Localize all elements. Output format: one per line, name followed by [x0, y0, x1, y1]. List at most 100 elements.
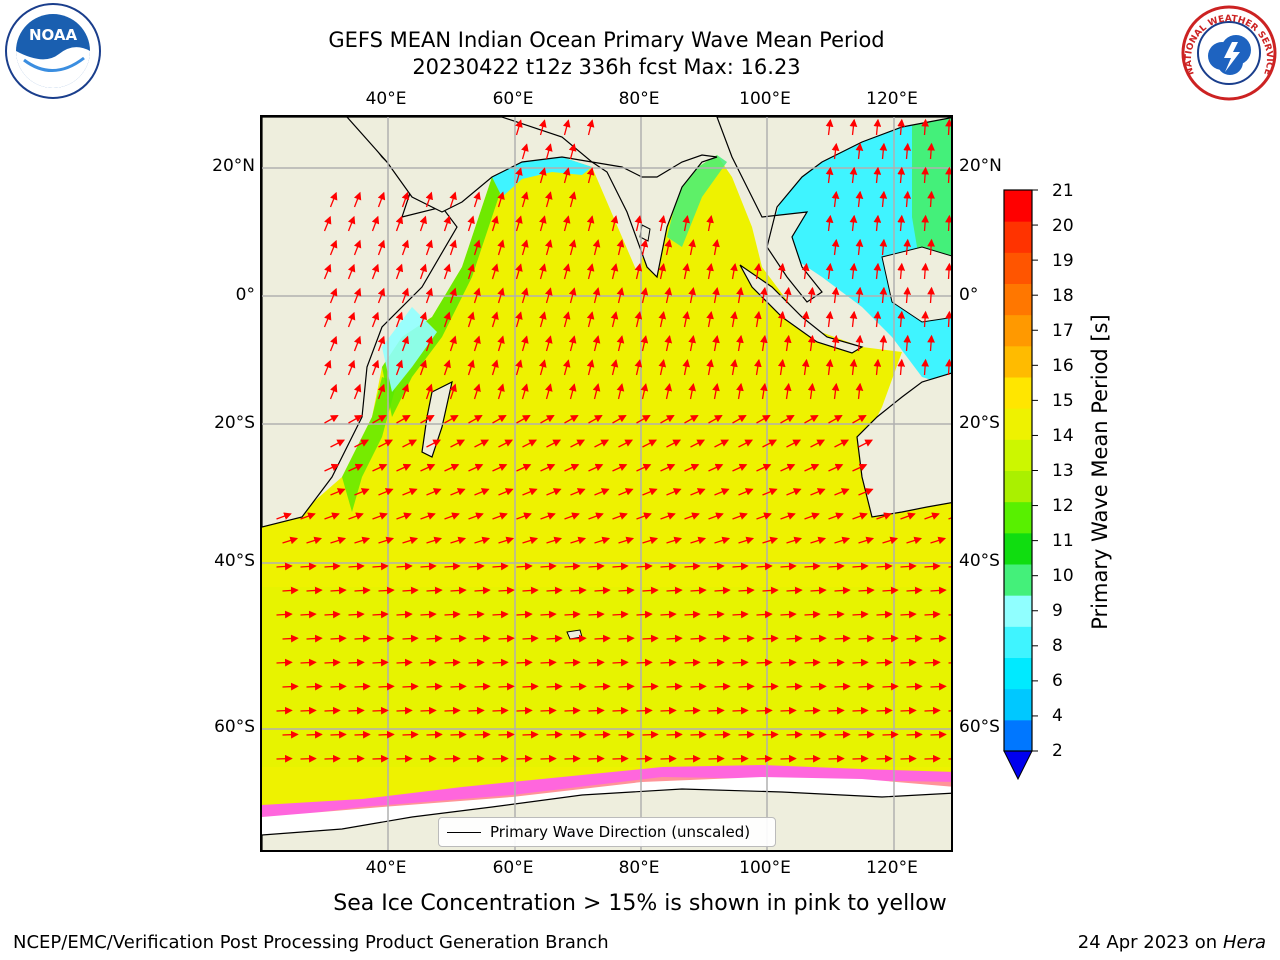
wave-arrow	[378, 439, 394, 448]
wave-arrow	[945, 118, 951, 136]
wave-arrow	[831, 238, 840, 256]
wave-arrow	[903, 238, 912, 256]
wave-arrow	[498, 586, 515, 595]
wave-arrow	[492, 512, 508, 520]
wave-arrow	[736, 334, 744, 352]
wave-arrow	[419, 311, 427, 328]
wave-arrow	[612, 706, 629, 715]
wave-arrow	[825, 166, 834, 184]
wave-arrow	[521, 287, 529, 304]
wave-arrow	[378, 488, 394, 496]
wave-arrow	[876, 658, 893, 667]
wave-arrow	[516, 463, 532, 472]
legend-label: Primary Wave Direction (unscaled)	[490, 823, 751, 841]
colorbar-segment	[1004, 595, 1032, 627]
wave-arrow	[642, 488, 658, 496]
wave-arrow	[491, 215, 499, 232]
wave-arrow	[467, 215, 475, 232]
wave-arrow	[546, 682, 563, 691]
wave-arrow	[810, 536, 827, 545]
wave-arrow	[732, 658, 749, 667]
colorbar-segment	[1004, 190, 1032, 222]
wave-arrow	[564, 658, 581, 667]
wave-arrow	[449, 287, 457, 304]
wave-arrow	[810, 634, 827, 643]
wave-arrow	[640, 287, 649, 304]
wave-arrow	[401, 287, 410, 304]
wave-arrow	[594, 439, 610, 448]
colorbar-extend-arrow	[1003, 750, 1033, 781]
wave-arrow	[810, 439, 826, 448]
wave-arrow	[402, 586, 419, 595]
right-tick-label: 60°S	[959, 717, 1000, 737]
wave-arrow	[498, 439, 514, 448]
wave-arrow	[546, 439, 562, 448]
wave-arrow	[426, 488, 442, 496]
wave-arrow	[708, 512, 724, 520]
colorbar-tick-label: 4	[1052, 706, 1063, 726]
wave-arrow	[546, 586, 563, 595]
wave-arrow	[467, 359, 475, 376]
wave-arrow	[594, 536, 611, 545]
wave-arrow	[592, 383, 601, 400]
wave-arrow	[276, 658, 293, 667]
wave-arrow	[450, 682, 467, 691]
wave-arrow	[828, 658, 845, 667]
wave-arrow	[419, 263, 427, 280]
wave-arrow	[876, 562, 893, 571]
wave-arrow	[402, 682, 419, 691]
wave-arrow	[396, 658, 413, 667]
colorbar-segment	[1004, 221, 1032, 253]
wave-arrow	[426, 730, 443, 739]
wave-arrow	[401, 191, 410, 208]
wave-arrow	[497, 239, 505, 256]
wave-arrow	[540, 562, 557, 571]
wave-arrow	[282, 730, 299, 739]
wave-arrow	[568, 383, 577, 400]
wave-arrow	[900, 562, 917, 571]
bottom-tick-label: 80°E	[618, 858, 660, 878]
wave-arrow	[873, 118, 882, 136]
wave-arrow	[522, 536, 539, 545]
wave-arrow	[897, 214, 906, 232]
wave-arrow	[372, 610, 389, 619]
wave-arrow	[834, 634, 851, 643]
wave-arrow	[849, 118, 858, 136]
wave-arrow	[738, 488, 754, 496]
wave-arrow	[444, 658, 461, 667]
wave-arrow	[568, 143, 577, 160]
wave-arrow	[666, 730, 683, 739]
run-date: 24 Apr 2023 on Hera	[1078, 932, 1266, 954]
wave-arrow	[276, 512, 292, 520]
colorbar-tick-label: 20	[1052, 216, 1074, 236]
wave-arrow	[738, 586, 755, 595]
wave-arrow	[858, 536, 875, 545]
wave-arrow	[684, 512, 700, 520]
wave-arrow	[444, 610, 461, 619]
wave-arrow	[756, 512, 772, 520]
wave-arrow	[882, 730, 899, 739]
wave-arrow	[545, 143, 553, 160]
top-tick-label: 100°E	[739, 89, 791, 109]
wave-arrow	[712, 334, 720, 352]
bottom-tick-label: 120°E	[866, 858, 918, 878]
wave-arrow	[906, 730, 923, 739]
wave-arrow	[588, 562, 605, 571]
cyan-red-sea	[492, 157, 592, 197]
wave-arrow	[636, 658, 653, 667]
wave-arrow	[473, 383, 481, 400]
wave-arrow	[618, 730, 635, 739]
wave-arrow	[329, 335, 338, 352]
wave-arrow	[516, 706, 533, 715]
wave-arrow	[568, 287, 577, 304]
wave-arrow	[468, 658, 485, 667]
wave-arrow	[636, 414, 651, 424]
wave-arrow	[828, 562, 845, 571]
land-kerguelen	[566, 629, 583, 640]
wave-arrow	[329, 191, 338, 208]
wave-arrow	[474, 439, 490, 448]
wave-arrow	[353, 335, 362, 352]
wave-arrow	[401, 383, 410, 400]
wave-arrow	[562, 263, 571, 280]
wave-arrow	[540, 610, 557, 619]
